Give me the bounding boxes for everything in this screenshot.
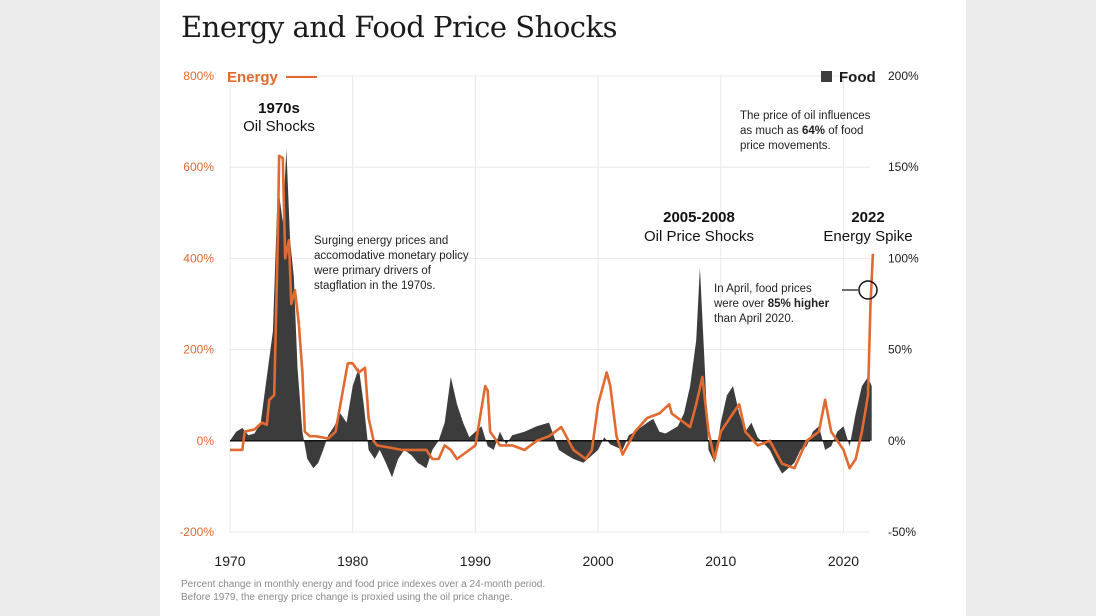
x-tick-label: 2020: [828, 553, 859, 569]
y-left-tick-label: 800%: [183, 69, 214, 83]
gridlines: [229, 75, 870, 533]
note-oil-line-2: as much as 64% of food: [740, 125, 863, 137]
note-food-line-3: than April 2020.: [714, 313, 794, 325]
y-right-tick-label: 150%: [888, 160, 919, 174]
footnote-line-1: Percent change in monthly energy and foo…: [181, 579, 546, 590]
y-left-tick-label: 600%: [183, 160, 214, 174]
annotation-energy-note: Surging energy prices and accomodative m…: [313, 235, 469, 292]
note-energy-line-4: stagflation in the 1970s.: [314, 280, 435, 292]
y-right-tick-label: 200%: [888, 69, 919, 83]
page-title: Energy and Food Price Shocks: [181, 10, 618, 44]
note-oil-line-3: price movements.: [740, 140, 831, 152]
footnote: Percent change in monthly energy and foo…: [181, 578, 545, 604]
note-energy-line-3: were primary drivers of: [313, 265, 432, 277]
energy-series: [230, 154, 875, 470]
callout-marker: [858, 280, 878, 300]
legend-food-swatch: [821, 71, 832, 82]
annotation-1970s-label: Oil Shocks: [243, 118, 315, 135]
legend-energy-label: Energy: [227, 69, 279, 86]
annotation-2022-label: Energy Spike: [823, 228, 912, 245]
y-left-tick-label: 0%: [197, 434, 215, 448]
x-tick-label: 1980: [337, 553, 368, 569]
footnote-line-2: Before 1979, the energy price change is …: [181, 592, 513, 603]
energy-line: [230, 154, 875, 470]
x-tick-label: 1990: [460, 553, 491, 569]
x-tick-label: 1970: [214, 553, 245, 569]
annotation-2005-label: Oil Price Shocks: [644, 228, 754, 245]
y-right-tick-label: -50%: [888, 525, 916, 539]
y-right-tick-label: 0%: [888, 434, 906, 448]
y-left-tick-label: 400%: [183, 251, 214, 265]
note-food-line-2: were over 85% higher: [713, 298, 830, 310]
annotation-2005-year: 2005-2008: [663, 209, 735, 226]
note-food-line-1: In April, food prices: [714, 283, 812, 295]
y-right-tick-label: 100%: [888, 251, 919, 265]
annotation-oil-note: The price of oil influences as much as 6…: [740, 110, 871, 152]
annotation-food-note: In April, food prices were over 85% high…: [713, 283, 830, 325]
x-tick-label: 2010: [705, 553, 736, 569]
y-left-tick-label: 200%: [183, 343, 214, 357]
y-right-tick-label: 50%: [888, 343, 912, 357]
y-left-tick-label: -200%: [179, 525, 214, 539]
annotation-1970s-year: 1970s: [258, 100, 300, 117]
note-energy-line-1: Surging energy prices and: [314, 235, 448, 247]
legend-food-label: Food: [839, 69, 876, 86]
annotation-2022-year: 2022: [851, 209, 884, 226]
note-oil-line-1: The price of oil influences: [740, 110, 871, 122]
note-energy-line-2: accomodative monetary policy: [314, 250, 469, 262]
axis-labels: -200% 0% 200% 400% 600% 800% -50% 0% 50% 100% 150%…: [179, 69, 919, 569]
x-tick-label: 2000: [582, 553, 613, 569]
